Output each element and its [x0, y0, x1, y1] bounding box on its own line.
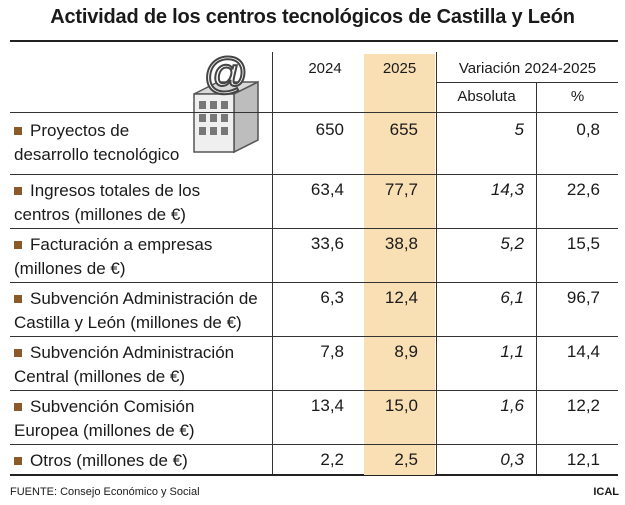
value-2025: 77,7 — [384, 180, 418, 199]
bullet-icon — [14, 403, 22, 411]
value-2025: 8,9 — [394, 342, 418, 361]
row-label-line1: Proyectos de — [30, 121, 130, 140]
value-2024: 13,4 — [310, 396, 344, 415]
row-label-line1: Subvención Comisión — [30, 397, 195, 416]
svg-text:@: @ — [204, 49, 249, 98]
value-percent: 14,4 — [566, 342, 600, 361]
row-separator — [10, 228, 618, 229]
row-separator — [10, 390, 618, 391]
row-label-line1: Ingresos totales de los — [30, 181, 201, 200]
row-label-line2: (millones de €) — [14, 259, 126, 278]
value-percent: 96,7 — [566, 288, 600, 307]
value-2025: 15,0 — [384, 396, 418, 415]
value-percent: 0,8 — [576, 120, 600, 139]
row-label-line2: centros (millones de €) — [14, 205, 186, 224]
row-label-line2: desarrollo tecnológico — [14, 145, 180, 164]
separator-mid — [436, 52, 437, 474]
bullet-icon — [14, 241, 22, 249]
value-2024: 33,6 — [310, 234, 344, 253]
credit-label: ICAL — [593, 486, 619, 498]
chart-title: Actividad de los centros tecnológicos de… — [50, 6, 575, 28]
value-absolute: 1,6 — [500, 396, 524, 415]
value-2024: 63,4 — [310, 180, 344, 199]
row-label-line1: Subvención Administración de — [30, 289, 258, 308]
value-2025: 38,8 — [384, 234, 418, 253]
bullet-icon — [14, 127, 22, 135]
value-percent: 22,6 — [566, 180, 600, 199]
separator-abs — [536, 82, 537, 474]
table-frame — [10, 40, 618, 476]
header-2024: 2024 — [308, 60, 342, 77]
header-variation: Variación 2024-2025 — [458, 60, 597, 77]
bullet-icon — [14, 457, 22, 465]
column-2025-highlight — [364, 54, 435, 475]
value-percent: 12,1 — [566, 450, 600, 469]
value-percent: 15,5 — [566, 234, 600, 253]
bullet-icon — [14, 187, 22, 195]
value-absolute: 5,2 — [500, 234, 524, 253]
value-percent: 12,2 — [566, 396, 600, 415]
row-label-line1: Otros (millones de €) — [30, 451, 188, 470]
building-with-at-sign-icon: @ — [188, 48, 264, 156]
value-2024: 2,2 — [320, 450, 344, 469]
row-separator — [10, 336, 618, 337]
row-separator — [10, 112, 618, 113]
value-absolute: 0,3 — [500, 450, 524, 469]
row-separator — [10, 174, 618, 175]
value-2024: 650 — [315, 120, 344, 139]
value-2024: 7,8 — [320, 342, 344, 361]
row-label-line2: Castilla y León (millones de €) — [14, 313, 242, 332]
value-absolute: 6,1 — [500, 288, 524, 307]
value-absolute: 1,1 — [500, 342, 524, 361]
row-label-line2: Europea (millones de €) — [14, 421, 195, 440]
row-label-line1: Subvención Administración — [30, 343, 235, 362]
row-label-line1: Facturación a empresas — [30, 235, 213, 254]
value-absolute: 5 — [514, 120, 524, 139]
row-separator — [10, 282, 618, 283]
bullet-icon — [14, 295, 22, 303]
header-2025: 2025 — [382, 60, 417, 77]
header-percent: % — [570, 88, 585, 105]
bullet-icon — [14, 349, 22, 357]
row-separator — [10, 444, 618, 445]
separator-left — [272, 52, 273, 474]
variation-underline — [437, 82, 618, 83]
value-2025: 12,4 — [384, 288, 418, 307]
value-2024: 6,3 — [320, 288, 344, 307]
value-2025: 655 — [389, 120, 418, 139]
header-absolute: Absoluta — [457, 88, 516, 105]
source-note: FUENTE: Consejo Económico y Social — [10, 486, 200, 498]
row-label-line2: Central (millones de €) — [14, 367, 186, 386]
value-2025: 2,5 — [394, 450, 418, 469]
value-absolute: 14,3 — [490, 180, 524, 199]
